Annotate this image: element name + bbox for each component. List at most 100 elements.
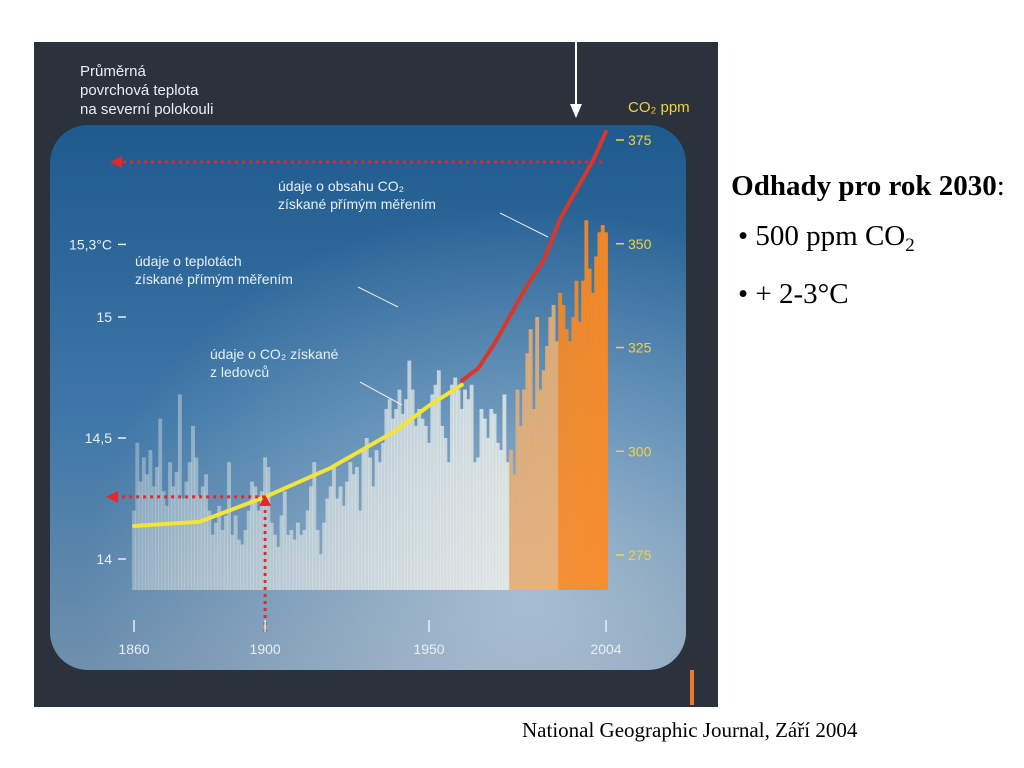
temperature-bar: [273, 534, 277, 590]
temperature-bar: [391, 418, 395, 590]
temperature-bar: [522, 389, 526, 590]
bullet-temperature: • + 2-3°C: [738, 278, 849, 310]
temperature-bar: [158, 418, 163, 590]
x-tick-label: 2004: [590, 641, 621, 657]
estimates-panel: Odhady pro rok 2030: • 500 ppm CO2 • + 2…: [728, 168, 1008, 310]
temperature-bar: [577, 321, 582, 590]
temperature-bar: [387, 399, 392, 590]
temperature-bar: [561, 304, 566, 590]
marker-1900-horizontal-arrowhead: [106, 490, 118, 503]
temperature-bar: [538, 389, 543, 590]
temperature-bar: [200, 486, 205, 590]
annotation-temperature-line-1: údaje o teplotách: [135, 253, 242, 269]
temperature-bar: [253, 486, 258, 590]
temperature-bar: [263, 457, 268, 590]
temperature-bar: [132, 510, 136, 590]
bullet-co2-text: • 500 ppm CO: [738, 220, 906, 252]
temperature-bar: [564, 329, 569, 590]
temperature-bar: [338, 486, 343, 590]
temperature-bar: [299, 534, 304, 590]
temperature-bar: [171, 486, 176, 590]
co2-lines: [132, 129, 608, 528]
estimate-markers: [106, 156, 602, 632]
temperature-bar: [250, 481, 254, 590]
temperature-bar: [410, 389, 415, 590]
temperature-bar: [551, 304, 556, 590]
temperature-bar: [240, 544, 245, 590]
annotation-ice-core-line-2: z ledovců: [210, 364, 269, 380]
temperature-bar: [381, 442, 386, 590]
temperature-bar: [377, 462, 382, 590]
temperature-bar: [322, 522, 327, 590]
bullet-co2: • 500 ppm CO2: [728, 220, 1008, 262]
temperature-bar: [361, 450, 366, 590]
temperature-bar: [345, 481, 349, 590]
temperature-bar: [597, 232, 602, 591]
temperature-bar: [453, 377, 458, 590]
annotation-co2-measured-line-2: získané přímým měřením: [278, 196, 436, 212]
temperature-bar: [525, 353, 530, 590]
annotation-co2-measured-line-1: údaje o obsahu CO₂: [278, 178, 404, 194]
temperature-bar: [394, 408, 399, 590]
temperature-bar: [259, 491, 264, 590]
temperature-bar: [246, 510, 251, 590]
temperature-bar: [594, 256, 599, 590]
temperature-bars: [132, 220, 608, 591]
temperature-bar: [161, 491, 166, 590]
co2-ice-core-line: [132, 382, 464, 528]
temperature-bar: [187, 462, 192, 590]
temperature-bar: [584, 220, 589, 590]
annotation-ice-core-line-1: údaje o CO₂ získané: [210, 346, 339, 362]
temperature-bar: [135, 442, 140, 590]
temperature-bar: [541, 370, 546, 590]
temperature-bar: [236, 539, 241, 590]
temperature-bar: [223, 515, 228, 590]
axes: 15,3°C 15 14,5 14 375 350 325 300 275 1860 1900 195…: [69, 132, 652, 657]
temperature-bar: [463, 389, 467, 590]
temperature-bar: [548, 317, 553, 590]
temperature-bar: [309, 486, 313, 590]
temperature-bar: [472, 462, 477, 590]
temperature-bar: [505, 462, 510, 590]
temperature-bar: [328, 486, 333, 590]
annotation-ice-core-leader: [359, 381, 403, 406]
temperature-bar: [368, 457, 372, 590]
annotation-co2-measured-leader: [499, 212, 549, 238]
temperature-bar: [148, 450, 153, 590]
temperature-bar: [214, 522, 218, 590]
temperature-bar: [440, 425, 445, 590]
temperature-bar: [204, 474, 209, 590]
temperature-bar: [371, 486, 376, 590]
temperature-bar: [289, 529, 294, 590]
marker-2004-horizontal-arrowhead: [110, 156, 122, 168]
bullet-co2-subscript: 2: [905, 235, 915, 256]
temperature-bar: [318, 554, 323, 590]
temperature-bar: [256, 510, 261, 590]
temperature-bar: [138, 481, 143, 590]
chart-title-line-3: na severní polokouli: [80, 101, 213, 118]
temperature-bar: [341, 505, 346, 590]
annotation-temperature-leader: [357, 286, 399, 308]
temperature-bar: [495, 442, 500, 590]
temperature-bar: [145, 474, 150, 590]
temperature-bar: [436, 370, 441, 590]
temperature-bar: [332, 467, 336, 590]
temperature-bar: [535, 317, 540, 590]
temperature-bar: [397, 389, 402, 590]
right-axis-title: CO₂ ppm: [628, 99, 690, 116]
temperature-bar: [292, 539, 297, 590]
temperature-bar: [469, 384, 474, 590]
temperature-bar: [456, 389, 461, 590]
temperature-bar: [433, 384, 438, 590]
co2-measured-line: [459, 129, 608, 383]
temperature-bar: [312, 462, 317, 590]
temperature-bar: [476, 457, 481, 590]
temperature-bar: [243, 529, 248, 590]
temperature-bar: [568, 341, 572, 590]
source-caption: National Geographic Journal, Září 2004: [522, 718, 858, 742]
temperature-bar: [413, 425, 418, 590]
temperature-bar: [302, 529, 307, 590]
temperature-bar: [295, 522, 300, 590]
temperature-bar: [374, 450, 379, 590]
temperature-bar: [174, 471, 179, 590]
